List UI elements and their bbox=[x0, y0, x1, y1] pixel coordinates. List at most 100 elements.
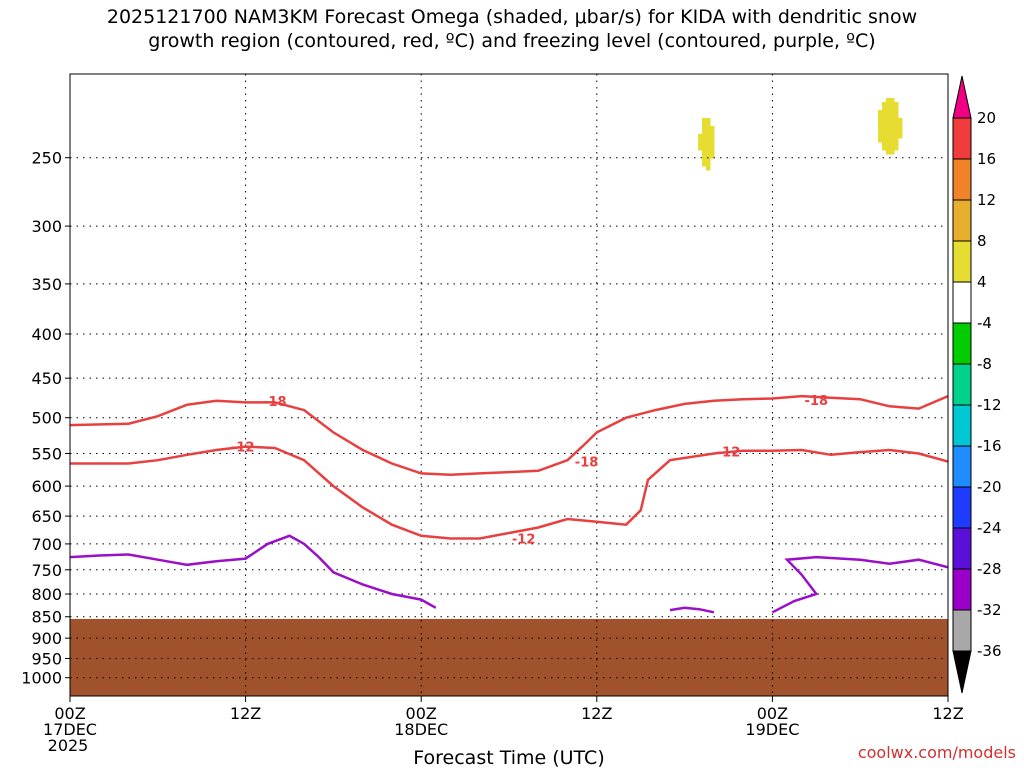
omega-cell bbox=[882, 102, 887, 107]
contour-label: -18 bbox=[575, 456, 599, 471]
omega-cell bbox=[706, 162, 711, 167]
omega-cell bbox=[702, 146, 707, 151]
omega-cell bbox=[890, 150, 895, 155]
omega-cell bbox=[886, 146, 891, 151]
omega-cell bbox=[878, 138, 883, 143]
omega-cell bbox=[878, 122, 883, 127]
y-tick-label: 700 bbox=[31, 535, 62, 554]
y-tick-label: 900 bbox=[31, 629, 62, 648]
x-tick-label: 00Z bbox=[406, 704, 437, 723]
omega-cell bbox=[890, 110, 895, 115]
plot-frame bbox=[69, 73, 949, 697]
omega-cell bbox=[886, 138, 891, 143]
omega-cell bbox=[706, 150, 711, 155]
colorbar-label: -36 bbox=[977, 642, 1002, 660]
omega-cell bbox=[882, 142, 887, 147]
omega-cell bbox=[702, 150, 707, 155]
omega-cell bbox=[882, 122, 887, 127]
colorbar-label: 20 bbox=[977, 109, 996, 127]
terrain-layer bbox=[70, 618, 948, 696]
omega-cell bbox=[886, 114, 891, 119]
contour-line bbox=[70, 445, 948, 540]
credit-text: coolwx.com/models bbox=[857, 743, 1016, 762]
omega-cell bbox=[890, 114, 895, 119]
x-tick-label: 00Z bbox=[54, 704, 85, 723]
colorbar-label: -28 bbox=[977, 560, 1002, 578]
colorbar-swatch bbox=[952, 199, 972, 242]
omega-cell bbox=[890, 126, 895, 131]
omega-cell bbox=[882, 106, 887, 111]
colorbar-label: -32 bbox=[977, 601, 1002, 619]
colorbar-swatch bbox=[952, 609, 972, 652]
omega-cell bbox=[886, 122, 891, 127]
omega-cell bbox=[698, 134, 703, 139]
omega-cell bbox=[702, 142, 707, 147]
x-tick-label: 2025 bbox=[48, 736, 89, 755]
colorbar-swatch bbox=[952, 281, 972, 324]
omega-cell bbox=[886, 102, 891, 107]
x-axis-title: Forecast Time (UTC) bbox=[413, 747, 604, 768]
omega-cell bbox=[710, 150, 715, 155]
omega-cell bbox=[710, 142, 715, 147]
omega-cell bbox=[894, 130, 899, 135]
omega-cell bbox=[706, 146, 711, 151]
omega-cell bbox=[706, 134, 711, 139]
omega-cell bbox=[886, 106, 891, 111]
colorbar-label: -8 bbox=[977, 355, 992, 373]
omega-cell bbox=[894, 146, 899, 151]
contour-line bbox=[771, 555, 948, 614]
omega-cell bbox=[894, 138, 899, 143]
omega-cell bbox=[706, 126, 711, 131]
omega-cell bbox=[894, 102, 899, 107]
omega-cell bbox=[890, 134, 895, 139]
y-tick-label: 300 bbox=[31, 217, 62, 236]
x-tick-label: 12Z bbox=[230, 704, 261, 723]
plot-border bbox=[69, 73, 949, 697]
omega-cell bbox=[890, 130, 895, 135]
omega-cell bbox=[898, 134, 903, 139]
omega-cell bbox=[878, 110, 883, 115]
colorbar-swatch bbox=[952, 240, 972, 283]
omega-cell bbox=[894, 110, 899, 115]
omega-cell bbox=[894, 122, 899, 127]
omega-cell bbox=[706, 138, 711, 143]
omega-cell bbox=[878, 126, 883, 131]
omega-cell bbox=[710, 130, 715, 135]
omega-cell bbox=[890, 142, 895, 147]
x-tick-label: 12Z bbox=[581, 704, 612, 723]
omega-cell bbox=[698, 138, 703, 143]
omega-cell bbox=[882, 114, 887, 119]
colorbar-top-arrow bbox=[952, 75, 972, 119]
omega-cell bbox=[710, 146, 715, 151]
y-tick-label: 400 bbox=[31, 325, 62, 344]
omega-cell bbox=[882, 110, 887, 115]
omega-cell bbox=[890, 106, 895, 111]
omega-cell bbox=[886, 98, 891, 103]
omega-cell bbox=[890, 146, 895, 151]
omega-cell bbox=[886, 142, 891, 147]
omega-cell bbox=[898, 122, 903, 127]
omega-cell bbox=[878, 114, 883, 119]
colorbar-swatch bbox=[952, 158, 972, 201]
contour-label: -12 bbox=[231, 441, 255, 456]
omega-cell bbox=[706, 154, 711, 159]
omega-cell bbox=[878, 118, 883, 123]
y-tick-label: 800 bbox=[31, 585, 62, 604]
y-tick-label: 750 bbox=[31, 561, 62, 580]
omega-shading-layer bbox=[698, 98, 903, 171]
contour-label: -12 bbox=[717, 445, 741, 460]
omega-cell bbox=[702, 134, 707, 139]
omega-cell bbox=[702, 118, 707, 123]
omega-cell bbox=[882, 130, 887, 135]
omega-cell bbox=[702, 122, 707, 127]
omega-cell bbox=[882, 126, 887, 131]
colorbar-bottom-arrow bbox=[952, 650, 972, 694]
colorbar-swatch bbox=[952, 445, 972, 488]
omega-cell bbox=[894, 134, 899, 139]
omega-cell bbox=[882, 118, 887, 123]
y-tick-label: 850 bbox=[31, 608, 62, 627]
colorbar-label: -24 bbox=[977, 519, 1002, 537]
omega-cell bbox=[702, 154, 707, 159]
omega-cell bbox=[894, 106, 899, 111]
colorbar-label: 12 bbox=[977, 191, 996, 209]
